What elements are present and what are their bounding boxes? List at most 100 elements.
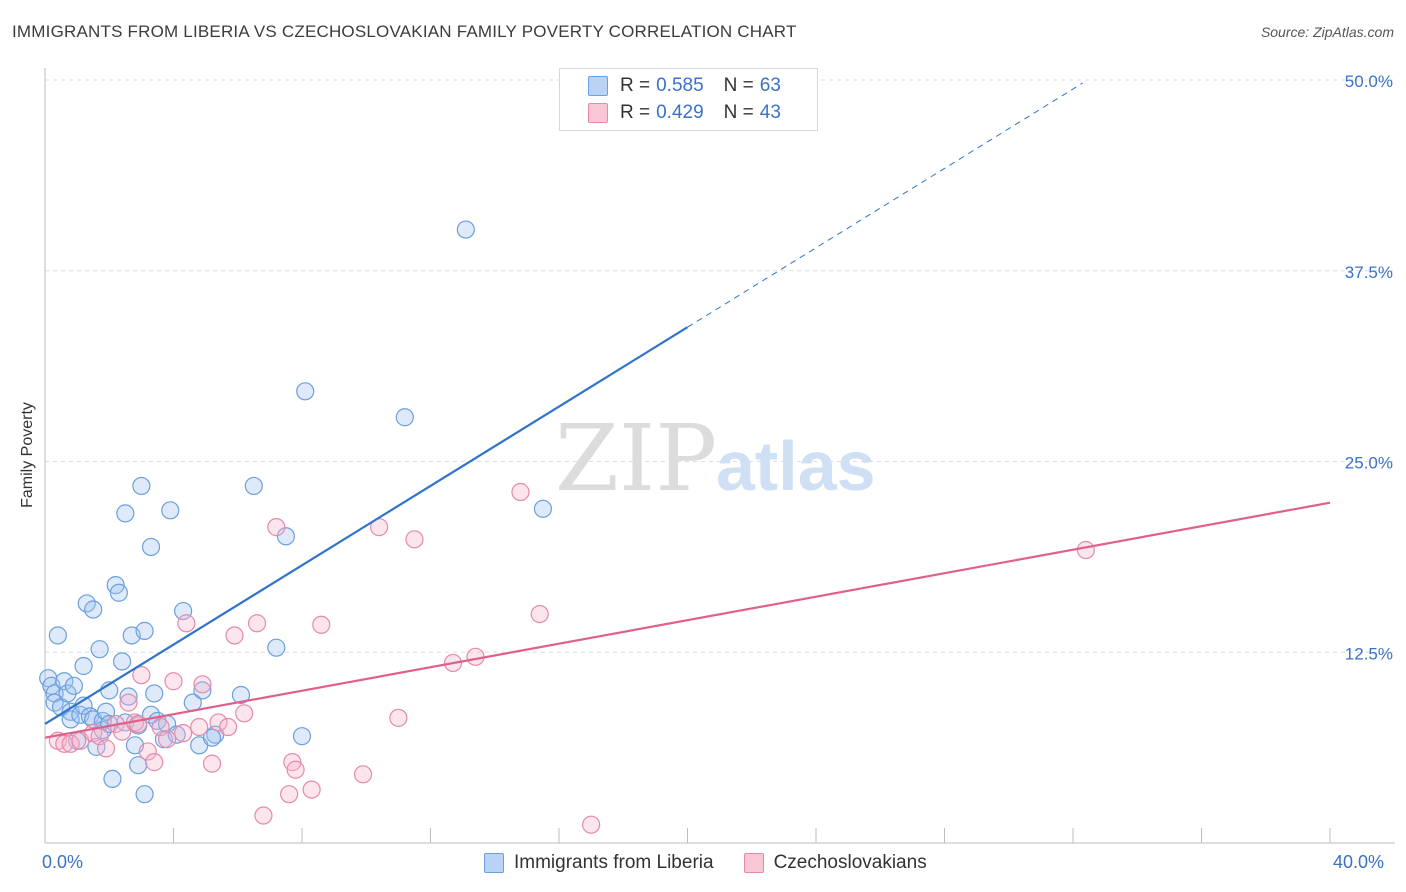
data-point [190,717,209,737]
data-point [145,753,164,772]
data-point [202,754,222,773]
data-point [302,780,321,799]
data-point [64,676,84,695]
legend-row-liberia: R = 0.585 N = 63 [588,75,781,97]
gridlines [45,79,1395,653]
data-point [119,687,138,706]
trend-line [44,326,689,725]
data-point [112,652,132,671]
data-point [292,727,312,746]
data-point [456,220,475,239]
data-point [48,626,67,645]
legend-label-czechoslovakians: Czechoslovakians [773,852,927,873]
x-tick-max: 40.0% [1333,852,1385,872]
data-point [231,685,251,705]
data-point [209,713,228,732]
data-point [87,737,106,756]
legend-r-label: R = [620,75,651,96]
data-point [167,725,186,744]
data-point [177,614,196,633]
watermark-zip: ZIP [555,405,717,512]
legend-item-liberia: Immigrants from Liberia [484,852,714,874]
data-point [58,684,77,703]
data-point [141,537,161,557]
trend-lines [44,82,1331,739]
legend-label-liberia: Immigrants from Liberia [514,852,714,873]
data-point [353,765,373,784]
data-point [296,382,315,401]
series-legend: Immigrants from Liberia Czechoslovakians [484,852,957,874]
data-point [202,728,222,747]
data-point [96,739,116,758]
data-point [135,621,154,640]
data-point [193,681,212,700]
data-point [312,615,331,634]
data-point [405,530,424,549]
data-point [530,604,549,624]
data-point [61,710,80,729]
data-point [138,742,157,761]
y-tick-label: 12.5% [1345,644,1393,663]
data-point [219,717,238,737]
data-point [157,730,177,749]
y-tick-label: 50.0% [1345,72,1393,91]
watermark: ZIP atlas [555,405,876,512]
data-point [109,583,128,602]
legend-n-value-pink: 43 [759,102,781,123]
data-point [225,626,244,645]
data-point [193,675,212,694]
data-point [174,724,193,743]
data-point [164,672,183,691]
data-point [90,640,109,659]
legend-swatch-blue [484,853,504,873]
legend-r-label: R = [620,102,651,123]
data-point [132,476,151,496]
series-liberia-points [39,220,553,804]
data-point [280,785,299,804]
legend-n-label: N = [723,102,754,123]
correlation-legend: R = 0.585 N = 63 R = 0.429 N = 43 [559,68,818,131]
data-point [119,693,138,712]
data-point [103,769,122,789]
legend-n-value-blue: 63 [759,75,781,96]
data-point [286,760,305,779]
data-point [267,518,286,537]
data-point [116,504,135,523]
y-axis-label: Family Poverty [19,402,36,508]
y-tick-label: 37.5% [1345,263,1393,282]
data-point [132,666,151,685]
legend-r-value-pink: 0.429 [656,102,704,123]
data-point [389,708,408,727]
watermark-atlas: atlas [716,427,876,505]
x-tick-min: 0.0% [42,852,84,872]
data-point [276,527,296,546]
legend-swatch-blue [588,76,608,96]
legend-row-czechoslovakians: R = 0.429 N = 43 [588,102,781,124]
series-czechoslovakians-points [48,482,1095,834]
data-point [395,408,414,427]
legend-r-value-blue: 0.585 [656,75,704,96]
data-point [74,656,93,676]
data-point [244,476,263,496]
data-point [135,785,154,804]
source-label: Source: ZipAtlas.com [1260,24,1394,40]
trend-line-extension [687,82,1083,328]
legend-swatch-pink [588,103,608,123]
data-point [145,684,164,703]
data-point [247,614,267,633]
data-point [582,815,601,834]
data-point [254,806,273,825]
legend-swatch-pink [743,853,764,873]
data-point [129,714,148,734]
y-tick-labels: 12.5% 25.0% 37.5% 50.0% [1345,72,1393,663]
chart-title: IMMIGRANTS FROM LIBERIA VS CZECHOSLOVAKI… [12,22,797,41]
legend-n-label: N = [723,75,754,96]
data-point [267,638,286,657]
data-point [1076,540,1095,560]
legend-item-czechoslovakians: Czechoslovakians [743,852,927,874]
data-point [84,600,103,619]
data-point [235,704,254,723]
trend-line [44,501,1331,739]
data-point [533,499,553,518]
